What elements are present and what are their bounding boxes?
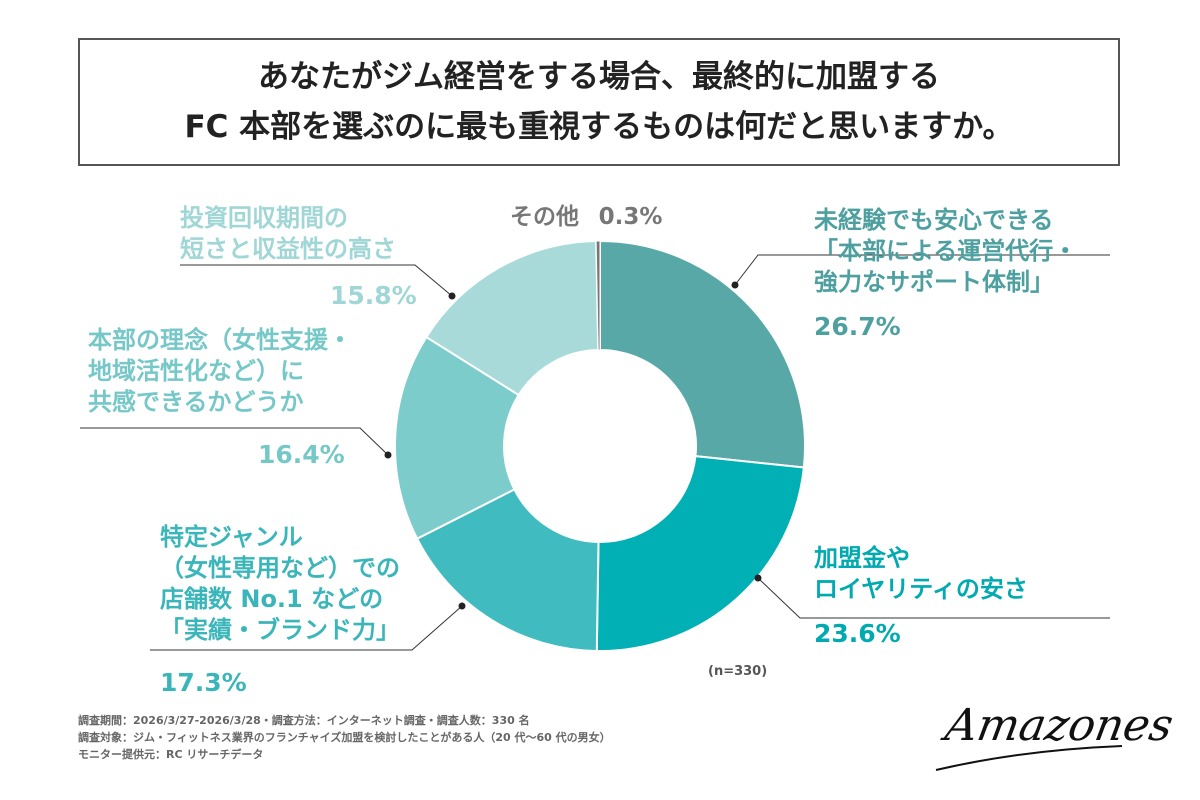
label-line: 投資回収期間の — [180, 204, 348, 232]
footnote-source: モニター提供元：RC リサーチデータ — [78, 748, 264, 761]
logo-swash — [935, 745, 1123, 771]
leader-support — [734, 254, 1110, 286]
leader-brand — [150, 605, 463, 651]
slice-label-brand: 特定ジャンル （女性専用など）での 店舗数 No.1 などの 「実績・ブランド力… — [160, 522, 400, 700]
label-line: その他 — [510, 204, 579, 230]
title-line-2: FC 本部を選ぶのに最も重視するものは何だと思いますか。 — [184, 109, 1014, 145]
label-line: 加盟金や — [814, 544, 910, 572]
label-line: 強力なサポート体制」 — [814, 268, 1054, 296]
sample-size-note: (n=330) — [708, 664, 768, 679]
leader-support-dot — [731, 281, 739, 289]
label-line: 短さと収益性の高さ — [180, 235, 396, 263]
value-label: 16.4% — [258, 440, 345, 469]
leader-roi — [180, 264, 453, 297]
slice-philosophy — [394, 335, 521, 541]
value-label: 15.8% — [330, 281, 417, 310]
label-line: 「実績・ブランド力」 — [160, 616, 400, 644]
footnote-period: 調査期間：2026/3/27-2026/3/28・調査方法：インターネット調査・… — [78, 714, 530, 727]
label-line: 地域活性化など）に — [88, 357, 304, 385]
footnotes: 調査期間：2026/3/27-2026/3/28・調査方法：インターネット調査・… — [78, 712, 611, 763]
leader-fees-dot — [754, 574, 762, 582]
leader-brand-dot — [458, 602, 466, 610]
leader-philosophy — [80, 427, 389, 456]
label-line: 共感できるかどうか — [88, 388, 304, 416]
slice-label-fees: 加盟金や ロイヤリティの安さ 23.6% — [814, 543, 1028, 651]
title-line-1: あなたがジム経営をする場合、最終的に加盟する — [258, 59, 940, 95]
slice-fees — [595, 454, 805, 652]
slice-roi — [424, 240, 600, 397]
label-line: ロイヤリティの安さ — [814, 575, 1028, 603]
leader-roi-dot — [448, 292, 456, 300]
slice-brand — [415, 488, 600, 652]
label-line: 店舗数 No.1 などの — [160, 585, 384, 613]
leader-philosophy-dot — [384, 451, 392, 459]
slice-label-roi: 投資回収期間の 短さと収益性の高さ 15.8% — [180, 203, 417, 313]
value-label: 17.3% — [160, 668, 247, 697]
value-label: 23.6% — [814, 619, 901, 648]
footnote-target: 調査対象：ジム・フィットネス業界のフランチャイズ加盟を検討したことがある人（20… — [78, 731, 611, 744]
slice-label-philosophy: 本部の理念（女性支援・ 地域活性化など）に 共感できるかどうか 16.4% — [88, 325, 352, 472]
slice-support — [599, 239, 806, 469]
slice-other — [595, 240, 601, 351]
value-label: 0.3% — [598, 204, 663, 230]
label-line: 特定ジャンル — [160, 523, 303, 551]
title-box: あなたがジム経営をする場合、最終的に加盟する FC 本部を選ぶのに最も重視するも… — [78, 38, 1120, 166]
value-label: 26.7% — [814, 312, 901, 341]
leader-fees — [757, 577, 1110, 619]
label-line: 本部の理念（女性支援・ — [88, 326, 352, 354]
label-line: （女性専用など）での — [160, 554, 400, 582]
label-line: 未経験でも安心できる — [814, 206, 1054, 234]
slice-label-support: 未経験でも安心できる 「本部による運営代行・ 強力なサポート体制」 26.7% — [814, 205, 1077, 344]
slice-label-other: その他 0.3% — [510, 202, 662, 233]
label-line: 「本部による運営代行・ — [814, 237, 1078, 265]
